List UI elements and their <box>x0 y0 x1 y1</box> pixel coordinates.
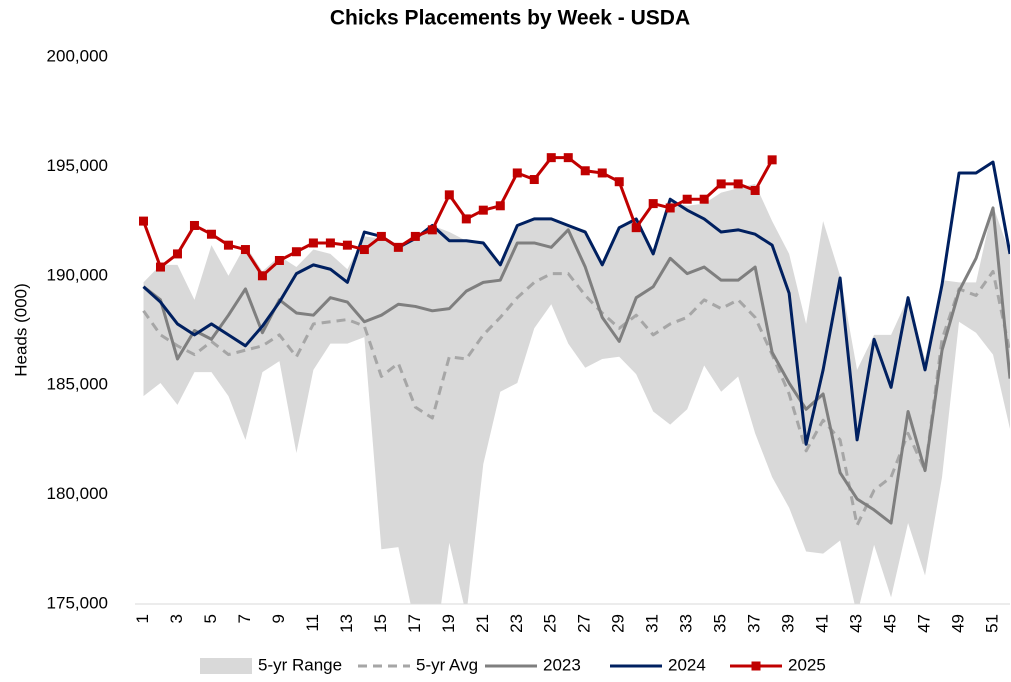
point-marker <box>172 249 182 259</box>
point-marker <box>376 231 386 241</box>
point-marker <box>767 155 777 165</box>
x-tick-label: 43 <box>847 614 866 633</box>
point-marker <box>699 194 709 204</box>
y-tick-label: 175,000 <box>47 593 108 612</box>
x-tick-label: 21 <box>473 614 492 633</box>
x-tick-label: 7 <box>235 614 254 623</box>
point-marker <box>631 223 641 233</box>
x-tick-label: 9 <box>269 614 288 623</box>
legend-label: 2024 <box>668 655 706 674</box>
y-axis-title: Heads (000) <box>11 283 30 377</box>
x-tick-label: 25 <box>541 614 560 633</box>
series-line <box>142 206 1010 525</box>
point-marker <box>325 238 335 248</box>
x-tick-label: 3 <box>167 614 186 623</box>
point-marker <box>478 205 488 215</box>
point-marker <box>716 179 726 189</box>
point-marker <box>274 255 284 265</box>
point-marker <box>733 179 743 189</box>
point-marker <box>614 177 624 187</box>
point-marker <box>495 201 505 211</box>
point-marker <box>393 242 403 252</box>
x-tick-label: 31 <box>643 614 662 633</box>
legend-swatch <box>200 658 252 674</box>
point-marker <box>257 271 267 281</box>
x-tick-label: 27 <box>575 614 594 633</box>
point-marker <box>240 245 250 255</box>
point-marker <box>750 185 760 195</box>
point-marker <box>155 262 165 272</box>
x-tick-label: 49 <box>949 614 968 633</box>
point-marker <box>291 247 301 257</box>
point-marker <box>580 166 590 176</box>
point-marker <box>427 225 437 235</box>
series-line <box>142 269 1010 527</box>
point-marker <box>461 214 471 224</box>
x-tick-label: 51 <box>982 614 1001 633</box>
x-tick-label: 47 <box>915 614 934 633</box>
x-tick-label: 29 <box>609 614 628 633</box>
point-marker <box>410 231 420 241</box>
x-tick-label: 11 <box>303 614 322 632</box>
point-marker <box>546 153 556 163</box>
x-tick-label: 17 <box>405 614 424 633</box>
x-tick-label: 1 <box>133 614 152 623</box>
x-tick-label: 13 <box>337 614 356 633</box>
x-tick-label: 41 <box>813 614 832 633</box>
point-marker <box>342 240 352 250</box>
y-tick-label: 185,000 <box>47 375 108 394</box>
legend-label: 2025 <box>788 655 826 674</box>
x-tick-label: 5 <box>201 614 220 623</box>
x-tick-label: 45 <box>881 614 900 633</box>
series-line <box>142 160 1010 446</box>
point-marker <box>359 245 369 255</box>
y-tick-label: 180,000 <box>47 484 108 503</box>
legend-label: 5-yr Range <box>258 655 342 674</box>
point-marker <box>444 190 454 200</box>
x-tick-label: 37 <box>745 614 764 633</box>
point-marker <box>138 216 148 226</box>
x-tick-label: 23 <box>507 614 526 633</box>
plot-area <box>138 153 1010 604</box>
chart-title: Chicks Placements by Week - USDA <box>330 7 690 30</box>
y-tick-label: 195,000 <box>47 156 108 175</box>
point-marker <box>529 175 539 185</box>
range-area <box>143 183 1010 604</box>
point-marker <box>189 220 199 230</box>
point-marker <box>665 203 675 213</box>
y-tick-label: 200,000 <box>47 46 108 65</box>
point-marker <box>512 168 522 178</box>
legend-marker <box>751 661 761 671</box>
point-marker <box>223 240 233 250</box>
point-marker <box>682 194 692 204</box>
point-marker <box>563 153 573 163</box>
point-marker <box>206 229 216 239</box>
x-tick-label: 19 <box>439 614 458 633</box>
point-marker <box>308 238 318 248</box>
legend-label: 2023 <box>543 655 581 674</box>
x-tick-label: 35 <box>711 614 730 633</box>
point-marker <box>597 168 607 178</box>
point-marker <box>648 199 658 209</box>
x-tick-label: 33 <box>677 614 696 633</box>
x-tick-label: 39 <box>779 614 798 633</box>
legend-label: 5-yr Avg <box>416 655 478 674</box>
x-tick-label: 15 <box>371 614 390 633</box>
y-tick-label: 190,000 <box>47 265 108 284</box>
